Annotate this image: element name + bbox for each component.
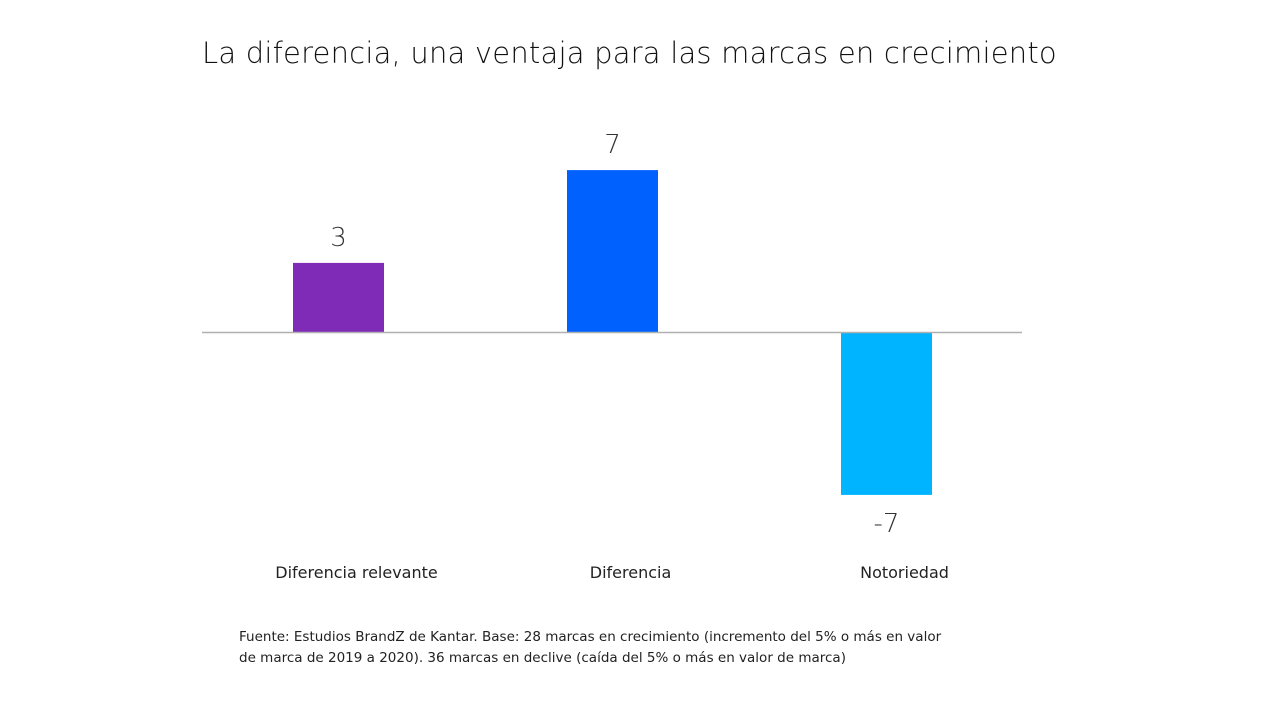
chart-title: La diferencia, una ventaja para las marc…: [202, 36, 1057, 70]
data-label-2: -7: [874, 509, 900, 539]
data-label-1: 7: [604, 130, 621, 160]
category-label-1: Diferencia: [590, 563, 672, 582]
bar-0: [293, 262, 384, 333]
footnote-line-1: Fuente: Estudios BrandZ de Kantar. Base:…: [239, 629, 942, 645]
footnote: Fuente: Estudios BrandZ de Kantar. Base:…: [239, 627, 1039, 669]
bar-1: [567, 170, 658, 333]
bar-2: [841, 332, 932, 495]
footnote-line-2: de marca de 2019 a 2020). 36 marcas en d…: [239, 650, 846, 666]
category-label-0: Diferencia relevante: [275, 563, 437, 582]
bar-chart: 3 Diferencia relevante 7 Diferencia -7 Notori…: [202, 130, 1022, 582]
data-label-0: 3: [330, 223, 347, 253]
category-label-2: Notoriedad: [860, 563, 949, 582]
